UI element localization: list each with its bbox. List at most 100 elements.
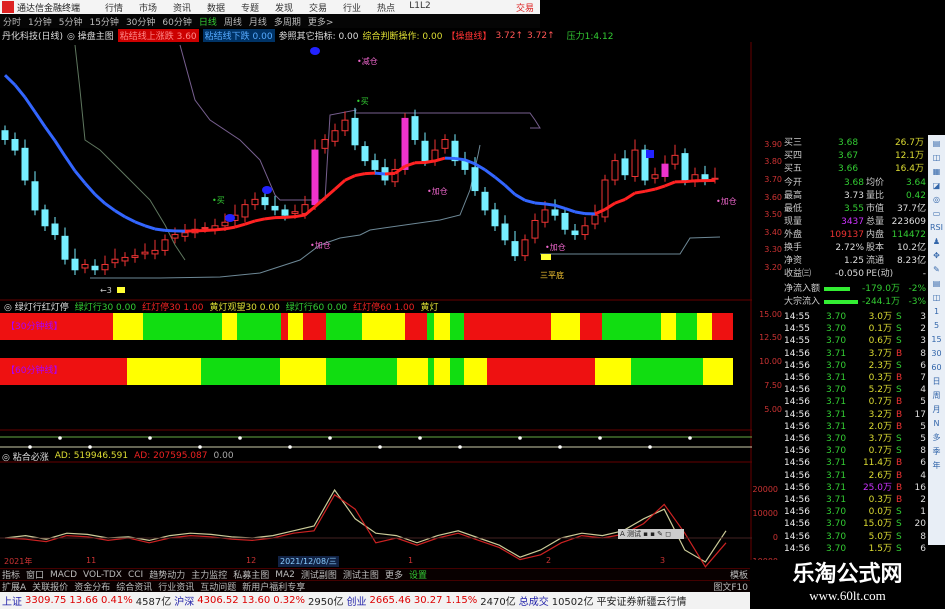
side-toolbar-icon[interactable]: ♟ bbox=[932, 237, 941, 246]
period-tab[interactable]: 月线 bbox=[248, 17, 267, 28]
side-toolbar-icon[interactable]: ▦ bbox=[932, 167, 941, 176]
menu-item[interactable]: 热点 bbox=[376, 3, 395, 14]
cross-dot bbox=[558, 445, 562, 449]
menu-item[interactable]: 专题 bbox=[240, 3, 259, 14]
tab-item[interactable]: 更多 bbox=[384, 571, 403, 581]
side-toolbar-icon[interactable]: ▤ bbox=[932, 139, 941, 148]
menu-item[interactable]: 行业 bbox=[342, 3, 361, 14]
mini-toolbar[interactable]: A 测试 ▪ ▪ ✎ ◻ bbox=[618, 529, 684, 539]
side-toolbar-icon[interactable]: 年 bbox=[932, 461, 941, 470]
candle bbox=[581, 225, 589, 236]
menu-item[interactable]: 交易 bbox=[308, 3, 327, 14]
trend-line-segment bbox=[134, 220, 146, 228]
candle bbox=[31, 181, 39, 211]
side-toolbar-icon[interactable]: ✎ bbox=[933, 265, 940, 274]
indicator-value: 综合判断操作: 0.00 bbox=[362, 32, 443, 42]
buy-label: •买 bbox=[356, 97, 369, 106]
tab-item[interactable]: 综合资讯 bbox=[116, 583, 153, 593]
side-toolbar-icon[interactable]: ◫ bbox=[932, 293, 941, 302]
side-toolbar-icon[interactable]: N bbox=[933, 419, 940, 428]
side-toolbar-icon[interactable]: 多 bbox=[932, 433, 941, 442]
period-tab[interactable]: 分时 bbox=[3, 17, 22, 28]
side-toolbar-icon[interactable]: 季 bbox=[932, 447, 941, 456]
period-tab[interactable]: 15分钟 bbox=[89, 17, 119, 28]
tab-item[interactable]: 主力监控 bbox=[191, 571, 228, 581]
menu-item[interactable]: 发现 bbox=[274, 3, 293, 14]
tab-item[interactable]: 资金分布 bbox=[74, 583, 111, 593]
period-tab[interactable]: 30分钟 bbox=[125, 17, 156, 28]
cross-dot bbox=[328, 436, 332, 440]
side-toolbar-icon[interactable]: 60 bbox=[931, 363, 942, 372]
menu-item[interactable]: L1L2 bbox=[409, 0, 431, 11]
tab-item[interactable]: 测试副图 bbox=[300, 571, 337, 581]
trade-button[interactable]: 交易 bbox=[515, 3, 534, 14]
period-tab[interactable]: 5分钟 bbox=[58, 17, 83, 28]
add-position-label: •加仓 bbox=[427, 186, 448, 196]
signal-segment-green bbox=[326, 313, 362, 340]
tab-item[interactable]: 趋势动力 bbox=[149, 571, 186, 581]
menu-item[interactable]: 数据 bbox=[206, 3, 225, 14]
side-toolbar-icon[interactable]: ◎ bbox=[933, 195, 940, 204]
signal-header-item[interactable]: ◎ 绿灯行红灯停 bbox=[4, 302, 69, 313]
main-indicator-name[interactable]: ◎ 操盘主图 bbox=[67, 32, 114, 42]
tick-price: 3.71 bbox=[826, 458, 847, 469]
side-toolbar-icon[interactable]: 5 bbox=[933, 321, 940, 330]
index-hs-label[interactable]: 沪深 bbox=[174, 597, 195, 608]
side-toolbar-icon[interactable]: RSI bbox=[930, 223, 943, 232]
side-toolbar-icon[interactable]: 日 bbox=[932, 377, 941, 386]
tab-right[interactable]: 图文F10 bbox=[713, 583, 748, 593]
ad-indicator-name[interactable]: ◎ 粘合必涨 bbox=[2, 452, 49, 463]
trend-line-segment bbox=[284, 215, 296, 219]
menu-item[interactable]: 行情 bbox=[104, 3, 123, 14]
period-tab[interactable]: 多周期 bbox=[273, 17, 301, 28]
price-axis-label: 3.90 bbox=[764, 139, 782, 149]
tab-item[interactable]: 行业资讯 bbox=[158, 583, 195, 593]
trend-line-segment bbox=[384, 171, 396, 176]
tab-item[interactable]: 私募主图 bbox=[233, 571, 270, 581]
side-toolbar-icon[interactable]: 30 bbox=[931, 349, 942, 358]
tab-item[interactable]: 设置 bbox=[408, 571, 427, 581]
tab-item[interactable]: 互动问题 bbox=[200, 583, 237, 593]
side-toolbar-icon[interactable]: 周 bbox=[932, 391, 941, 400]
side-toolbar-icon[interactable]: 1 bbox=[933, 307, 940, 316]
side-toolbar-icon[interactable]: 月 bbox=[932, 405, 941, 414]
tab-item[interactable]: MACD bbox=[50, 569, 78, 580]
tab-item[interactable]: 扩展A bbox=[2, 583, 27, 593]
side-toolbar-icon[interactable]: 15 bbox=[931, 335, 942, 344]
index-cy-amount: 2470亿 bbox=[480, 597, 516, 608]
watermark: 乐淘公式网 www.60lt.com bbox=[750, 560, 945, 609]
indicator-value: 3.72↑ bbox=[527, 30, 555, 41]
tab-item[interactable]: VOL-TDX bbox=[83, 569, 122, 580]
tab-item[interactable]: 测试主图 bbox=[342, 571, 379, 581]
tab-right[interactable]: 模板 bbox=[729, 571, 748, 581]
blue-dot-marker bbox=[225, 214, 235, 222]
index-cy-label[interactable]: 创业 bbox=[346, 597, 367, 608]
tab-item[interactable]: 关联报价 bbox=[32, 583, 69, 593]
period-tab[interactable]: 1分钟 bbox=[28, 17, 52, 28]
period-tab[interactable]: 周线 bbox=[223, 17, 242, 28]
tab-item[interactable]: 新用户福利专享 bbox=[242, 583, 306, 593]
tab-item[interactable]: 指标 bbox=[2, 571, 21, 581]
tab-item[interactable]: 窗口 bbox=[26, 571, 45, 581]
tick-row: 14:56 3.71 11.4万 B 6 bbox=[752, 457, 928, 469]
tick-count: 5 bbox=[920, 421, 926, 432]
side-toolbar-icon[interactable]: ▤ bbox=[932, 279, 941, 288]
index-sh-label[interactable]: 上证 bbox=[2, 597, 22, 608]
candle bbox=[471, 167, 479, 192]
candle bbox=[341, 119, 349, 132]
period-tab[interactable]: 日线 bbox=[198, 17, 217, 28]
stat-value: 1.25 bbox=[843, 256, 864, 266]
menu-item[interactable]: 资讯 bbox=[172, 3, 191, 14]
side-toolbar-icon[interactable]: ◪ bbox=[932, 181, 941, 190]
side-toolbar-icon[interactable]: ✥ bbox=[933, 251, 940, 260]
tick-side: B bbox=[896, 409, 903, 420]
side-toolbar-icon[interactable]: ◫ bbox=[932, 153, 941, 162]
period-tab[interactable]: 更多> bbox=[307, 17, 334, 28]
period-tab[interactable]: 60分钟 bbox=[162, 17, 192, 28]
tab-item[interactable]: MA2 bbox=[275, 569, 295, 580]
side-toolbar-icon[interactable]: ▭ bbox=[932, 209, 941, 218]
tab-item[interactable]: CCI bbox=[127, 569, 144, 580]
menu-item[interactable]: 市场 bbox=[138, 3, 157, 14]
trend-line-segment bbox=[204, 228, 216, 232]
